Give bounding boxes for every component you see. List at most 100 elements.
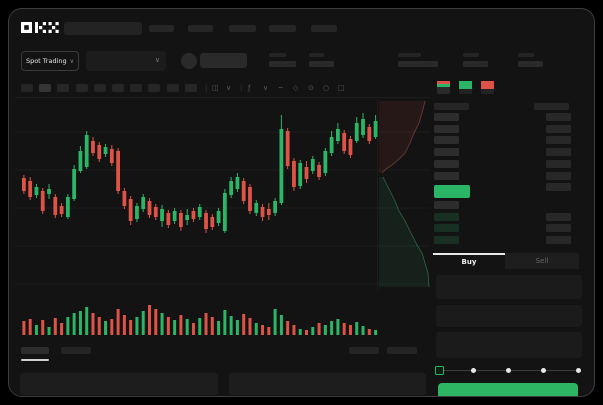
total-input[interactable] xyxy=(436,332,582,358)
footer-tab[interactable] xyxy=(21,347,49,354)
timeframe-button[interactable] xyxy=(184,84,197,92)
tab-buy[interactable]: Buy xyxy=(433,253,505,269)
candlestick-chart[interactable] xyxy=(15,99,430,335)
timeframe-button[interactable] xyxy=(148,84,161,92)
draw-icon[interactable]: ◇ xyxy=(293,84,299,92)
volume-series xyxy=(22,305,378,335)
nav-item[interactable] xyxy=(149,25,174,32)
timeframe-button[interactable] xyxy=(130,84,143,92)
timeframe-button[interactable] xyxy=(21,84,33,92)
candle-type-icon[interactable]: ◫ xyxy=(212,84,219,92)
bid-price-bar xyxy=(434,212,459,221)
stat-label xyxy=(269,53,286,57)
chevron-down-icon: ∨ xyxy=(69,57,75,65)
bottom-info-panel xyxy=(20,373,218,395)
depth-bids-area xyxy=(379,177,429,287)
nav-item[interactable] xyxy=(188,25,213,32)
indicators-icon[interactable]: ƒ xyxy=(248,84,251,92)
timeframe-button[interactable] xyxy=(166,84,179,92)
ask-amount-bar xyxy=(546,113,571,121)
ask-price-bar xyxy=(434,148,459,157)
footer-action-button[interactable] xyxy=(387,347,417,354)
footer-tab[interactable] xyxy=(61,347,91,354)
ask-price-bar xyxy=(434,124,459,133)
toolbar-divider xyxy=(15,97,430,98)
stat-value xyxy=(309,61,334,67)
slider-handle[interactable] xyxy=(435,366,444,375)
stat-value xyxy=(518,61,543,67)
tab-sell[interactable]: Sell xyxy=(505,253,579,269)
stat-value xyxy=(269,61,296,67)
slider-stop[interactable] xyxy=(540,368,546,373)
timeframe-button[interactable] xyxy=(93,84,106,92)
depth-overlay xyxy=(379,100,430,288)
market-mode-selector[interactable]: Spot Trading ∨ xyxy=(21,51,79,71)
last-price-bar xyxy=(434,185,470,198)
candlestick-series xyxy=(22,113,378,233)
line-tools-icon[interactable]: ~ xyxy=(278,84,284,92)
orderbook-panel: Buy Sell xyxy=(433,81,586,396)
stat-value xyxy=(463,61,488,67)
divider: | xyxy=(205,84,208,92)
timeframe-button[interactable] xyxy=(112,84,124,92)
orderbook-both-icon[interactable] xyxy=(437,81,450,94)
trade-tabbar: Buy Sell xyxy=(433,253,579,269)
bid-amount-bar xyxy=(546,224,571,233)
orderbook-bids-icon[interactable] xyxy=(459,81,472,94)
toggle-segment xyxy=(437,81,450,84)
orderbook-asks-icon[interactable] xyxy=(481,81,494,94)
stat-label xyxy=(463,53,479,57)
ask-amount-bar xyxy=(546,171,571,180)
ask-price-bar xyxy=(434,171,459,180)
stat-value xyxy=(398,61,438,67)
market-mode-label: Spot Trading xyxy=(25,57,67,65)
toggle-segment xyxy=(459,81,472,89)
nav-item[interactable] xyxy=(311,25,337,32)
ask-amount-bar xyxy=(546,159,571,168)
ask-price-bar xyxy=(434,159,459,168)
stat-label xyxy=(398,53,421,57)
pair-title-placeholder xyxy=(200,53,247,68)
search-input[interactable] xyxy=(64,22,142,35)
orderbook-header-amount xyxy=(534,103,569,110)
buy-button[interactable] xyxy=(438,383,578,396)
amount-input[interactable] xyxy=(436,305,582,327)
chevron-down-icon[interactable]: ∨ xyxy=(226,84,232,92)
camera-icon[interactable]: ⊙ xyxy=(308,84,314,92)
ask-price-bar xyxy=(434,113,459,121)
chevron-down-icon[interactable]: ∨ xyxy=(263,84,269,92)
slider-stop[interactable] xyxy=(505,368,511,373)
divider: | xyxy=(240,84,243,92)
price-input[interactable] xyxy=(436,275,582,299)
ask-amount-bar xyxy=(546,148,571,157)
slider-stop[interactable] xyxy=(575,368,581,373)
timeframe-button[interactable] xyxy=(57,84,70,92)
timeframe-button[interactable] xyxy=(75,84,88,92)
toggle-segment xyxy=(437,84,450,87)
stat-label xyxy=(518,53,534,57)
bid-price-bar xyxy=(434,235,459,244)
slider-stop[interactable] xyxy=(470,368,476,373)
bottom-info-panel xyxy=(229,373,426,395)
nav-item[interactable] xyxy=(269,25,296,32)
settings-icon[interactable]: ○ xyxy=(323,84,330,92)
coin-avatar xyxy=(181,53,197,69)
orderbook-header-price xyxy=(434,103,469,110)
ask-amount-bar xyxy=(546,136,571,145)
depth-asks-area xyxy=(379,101,425,173)
bid-price-bar xyxy=(434,224,459,233)
footer-action-button[interactable] xyxy=(349,347,379,354)
timeframe-button[interactable] xyxy=(39,84,52,92)
fullscreen-icon[interactable]: □ xyxy=(338,84,345,92)
footer-tab-active-underline xyxy=(21,359,49,361)
nav-item[interactable] xyxy=(229,25,256,32)
app-window: Spot Trading ∨ ∨ | ◫ ∨ | ƒ ∨ ~ ◇ ⊙ ○ □ Buy Sell xyxy=(8,8,595,397)
bid-amount-bar xyxy=(546,235,571,244)
toggle-segment xyxy=(481,81,494,89)
chevron-down-icon: ∨ xyxy=(154,56,160,64)
pair-selector[interactable]: ∨ xyxy=(86,51,166,71)
chart-gridlines xyxy=(15,99,430,291)
bid-price-bar xyxy=(434,201,459,209)
okx-logo xyxy=(21,22,59,33)
ask-amount-bar xyxy=(546,183,571,191)
